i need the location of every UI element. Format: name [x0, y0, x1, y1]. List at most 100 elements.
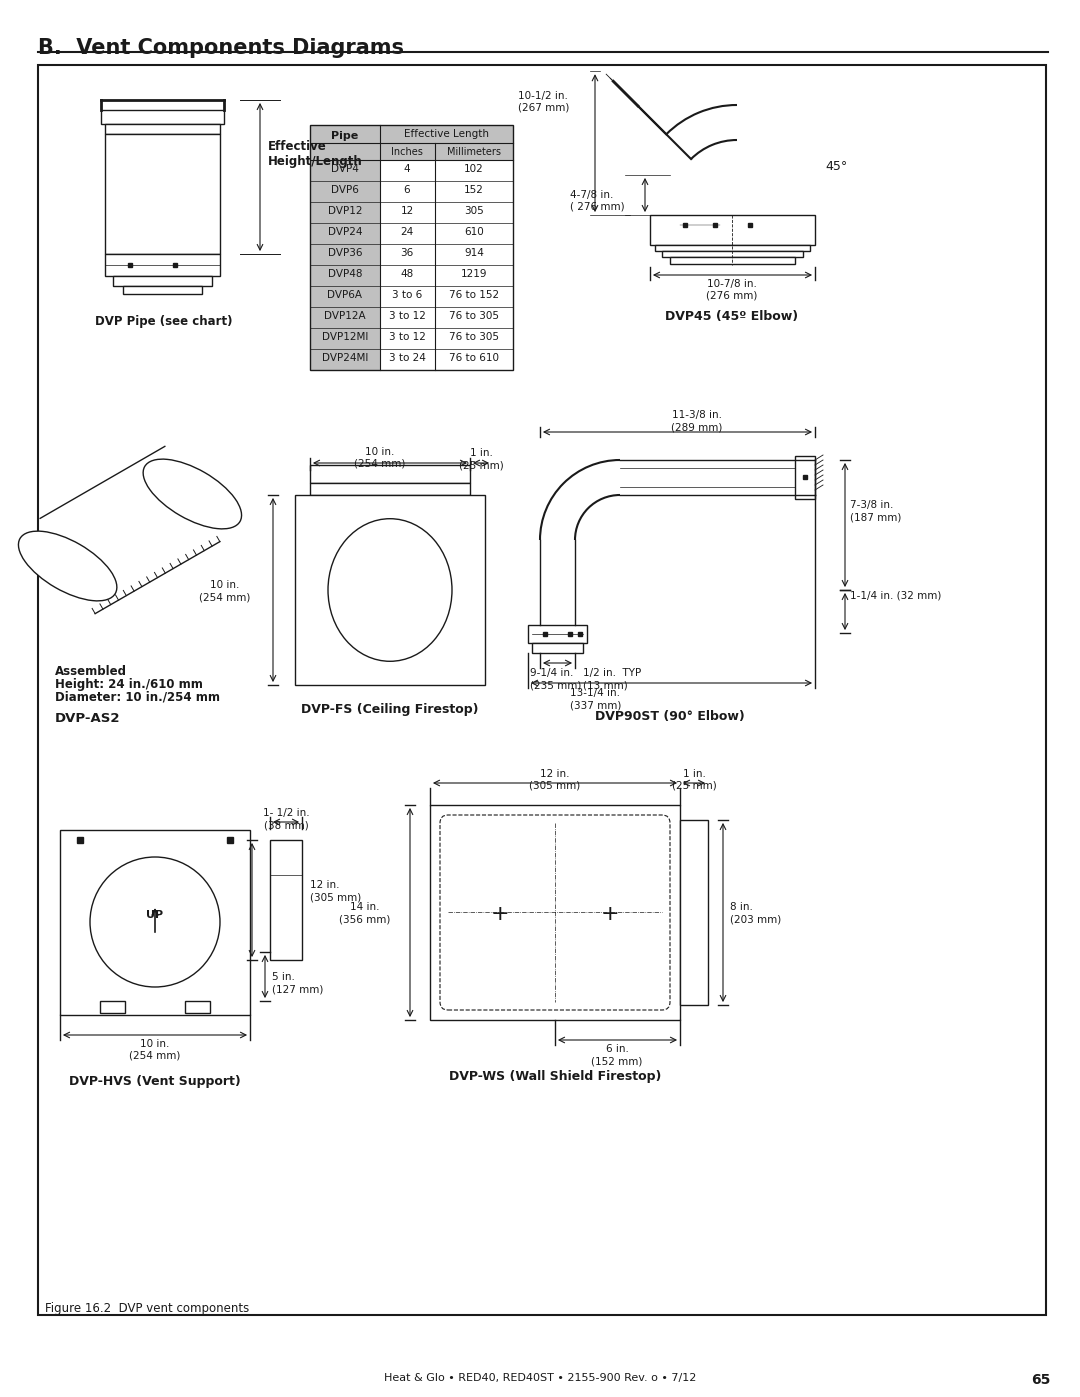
Bar: [680, 820, 708, 1004]
Bar: [113, 277, 212, 286]
Text: 76 to 305: 76 to 305: [449, 312, 499, 321]
Bar: [670, 257, 795, 264]
Text: (187 mm): (187 mm): [850, 511, 902, 522]
Bar: [310, 124, 513, 161]
Text: 48: 48: [401, 270, 414, 279]
Ellipse shape: [144, 460, 242, 529]
Text: +: +: [490, 904, 510, 923]
Bar: [105, 254, 220, 277]
Text: 4-7/8 in.
( 276 mm): 4-7/8 in. ( 276 mm): [570, 190, 624, 211]
Text: (25 mm): (25 mm): [459, 460, 503, 469]
Bar: [310, 483, 470, 495]
Text: DVP45 (45º Elbow): DVP45 (45º Elbow): [665, 310, 798, 323]
Bar: [795, 455, 815, 499]
Bar: [185, 1002, 210, 1013]
Bar: [532, 643, 583, 652]
Text: (127 mm): (127 mm): [272, 983, 323, 995]
Text: 3 to 24: 3 to 24: [389, 353, 426, 363]
Bar: [310, 124, 513, 161]
Text: 36: 36: [401, 249, 414, 258]
Bar: [295, 495, 485, 685]
Text: 3 to 12: 3 to 12: [389, 312, 426, 321]
Ellipse shape: [328, 518, 453, 661]
Text: 76 to 152: 76 to 152: [449, 291, 499, 300]
Bar: [310, 124, 513, 370]
Text: 45°: 45°: [825, 161, 847, 173]
Text: Diameter: 10 in./254 mm: Diameter: 10 in./254 mm: [55, 692, 220, 704]
Text: 6 in.: 6 in.: [606, 1044, 629, 1053]
Text: DVP-HVS (Vent Support): DVP-HVS (Vent Support): [69, 1076, 241, 1088]
Text: 12: 12: [401, 205, 414, 217]
Text: (289 mm): (289 mm): [672, 422, 723, 432]
Text: 76 to 305: 76 to 305: [449, 332, 499, 342]
Text: 3 to 12: 3 to 12: [389, 332, 426, 342]
Text: (203 mm): (203 mm): [730, 914, 781, 923]
Bar: [310, 124, 380, 370]
Text: 10 in.: 10 in.: [365, 447, 394, 457]
Text: Figure 16.2  DVP vent components: Figure 16.2 DVP vent components: [45, 1302, 249, 1315]
Text: (356 mm): (356 mm): [339, 914, 391, 923]
Text: (305 mm): (305 mm): [529, 781, 581, 791]
FancyBboxPatch shape: [440, 814, 670, 1010]
Bar: [38, 66, 1047, 1315]
Text: DVP Pipe (see chart): DVP Pipe (see chart): [95, 314, 232, 328]
Text: Assembled: Assembled: [55, 665, 127, 678]
Text: DVP-AS2: DVP-AS2: [55, 712, 121, 725]
Text: (276 mm): (276 mm): [706, 291, 758, 300]
Text: 4: 4: [404, 163, 410, 175]
Ellipse shape: [18, 531, 117, 601]
Text: 8 in.: 8 in.: [730, 902, 753, 912]
Text: 76 to 610: 76 to 610: [449, 353, 499, 363]
Text: (235 mm): (235 mm): [530, 680, 581, 690]
Text: 102: 102: [464, 163, 484, 175]
Bar: [528, 624, 588, 643]
Text: DVP6A: DVP6A: [327, 291, 363, 300]
Bar: [60, 830, 249, 1016]
Bar: [105, 124, 220, 134]
Text: Effective
Height/Length: Effective Height/Length: [268, 140, 363, 168]
Text: DVP-FS (Ceiling Firestop): DVP-FS (Ceiling Firestop): [301, 703, 478, 717]
Text: DVP24MI: DVP24MI: [322, 353, 368, 363]
Text: 3 to 6: 3 to 6: [392, 291, 422, 300]
Text: 305: 305: [464, 205, 484, 217]
Text: (13 mm): (13 mm): [583, 680, 627, 690]
Text: DVP24: DVP24: [327, 226, 362, 237]
Text: (337 mm): (337 mm): [570, 700, 621, 710]
Text: 1- 1/2 in.: 1- 1/2 in.: [262, 807, 309, 819]
Text: 10-1/2 in.
(267 mm): 10-1/2 in. (267 mm): [518, 91, 569, 113]
Text: UP: UP: [147, 909, 163, 921]
Text: 1 in.: 1 in.: [470, 448, 492, 458]
Text: Pipe: Pipe: [332, 131, 359, 141]
Text: Heat & Glo • RED40, RED40ST • 2155-900 Rev. o • 7/12: Heat & Glo • RED40, RED40ST • 2155-900 R…: [383, 1373, 697, 1383]
Text: 914: 914: [464, 249, 484, 258]
Text: 1219: 1219: [461, 270, 487, 279]
Bar: [650, 215, 815, 244]
Text: Effective Length: Effective Length: [404, 129, 488, 138]
Text: 12 in.: 12 in.: [540, 768, 570, 780]
Text: DVP12MI: DVP12MI: [322, 332, 368, 342]
Text: 65: 65: [1030, 1373, 1050, 1387]
Text: Inches: Inches: [391, 147, 423, 156]
Bar: [654, 244, 810, 251]
Bar: [380, 124, 513, 161]
Text: 10 in.: 10 in.: [140, 1039, 170, 1049]
Text: (254 mm): (254 mm): [354, 460, 406, 469]
Text: DVP90ST (90° Elbow): DVP90ST (90° Elbow): [595, 710, 745, 724]
Text: (305 mm): (305 mm): [310, 893, 361, 902]
Text: DVP48: DVP48: [327, 270, 362, 279]
Text: 610: 610: [464, 226, 484, 237]
Text: B.  Vent Components Diagrams: B. Vent Components Diagrams: [38, 38, 404, 59]
Text: 13-1/4 in.: 13-1/4 in.: [570, 687, 620, 698]
Bar: [270, 840, 302, 960]
Text: DVP36: DVP36: [327, 249, 362, 258]
Bar: [430, 805, 680, 1020]
Text: 11-3/8 in.: 11-3/8 in.: [672, 409, 723, 420]
Bar: [100, 1002, 125, 1013]
Text: Height: 24 in./610 mm: Height: 24 in./610 mm: [55, 678, 203, 692]
Text: DVP12: DVP12: [327, 205, 362, 217]
Bar: [310, 465, 470, 483]
Text: (254 mm): (254 mm): [200, 592, 251, 602]
Text: (38 mm): (38 mm): [264, 820, 309, 830]
Text: 1/2 in.  TYP: 1/2 in. TYP: [583, 668, 642, 678]
Text: (25 mm): (25 mm): [672, 781, 716, 791]
